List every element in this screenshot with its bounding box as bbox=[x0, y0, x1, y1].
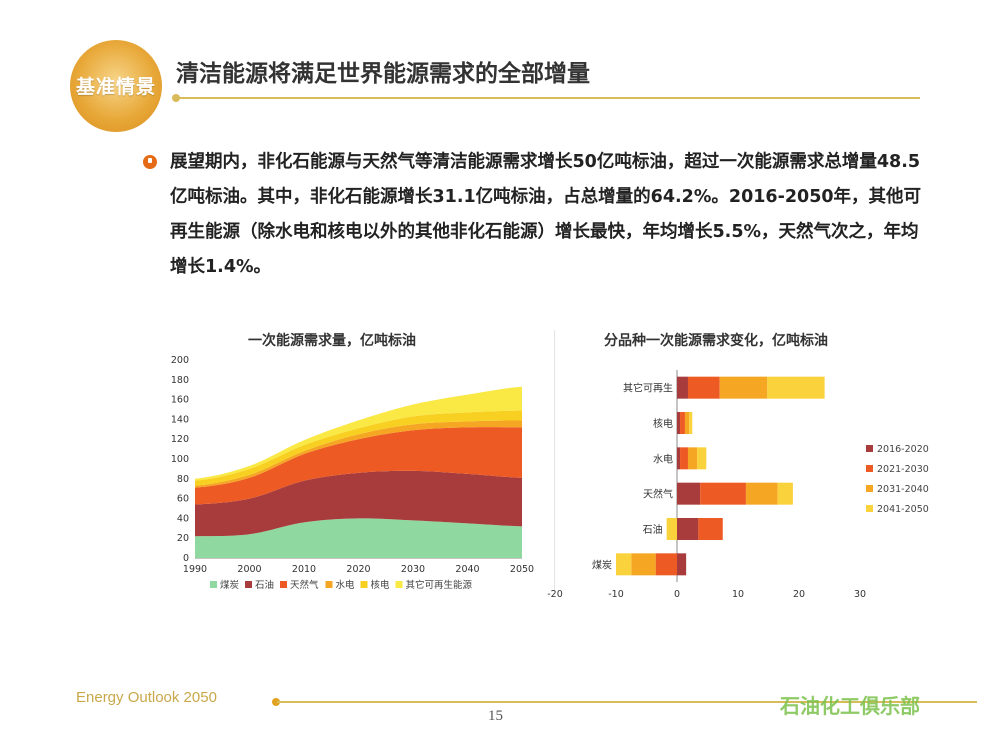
category-label: 石油 bbox=[643, 523, 663, 536]
legend-swatch bbox=[866, 465, 873, 472]
x-tick-label: 2010 bbox=[292, 564, 316, 575]
bar-segment bbox=[666, 518, 677, 540]
bar-segment bbox=[631, 553, 656, 576]
legend-label: 2041-2050 bbox=[877, 504, 929, 515]
bar-segment bbox=[687, 376, 720, 399]
legend-swatch bbox=[280, 581, 287, 588]
legend-label: 天然气 bbox=[290, 579, 319, 591]
report-name: Energy Outlook 2050 bbox=[76, 689, 217, 706]
x-tick-label: 2050 bbox=[510, 564, 534, 575]
bar-segment bbox=[677, 518, 699, 540]
bar-segment bbox=[684, 412, 690, 434]
watermark-text: 石油化工俱乐部 bbox=[780, 694, 920, 718]
category-label: 天然气 bbox=[643, 488, 673, 501]
legend-swatch bbox=[325, 581, 333, 588]
category-label: 其它可再生 bbox=[623, 382, 673, 395]
y-tick-label: 200 bbox=[171, 355, 189, 366]
legend-swatch bbox=[245, 581, 252, 588]
area-series bbox=[195, 518, 522, 558]
category-label: 煤炭 bbox=[592, 558, 612, 571]
body-paragraph: 展望期内，非化石能源与天然气等清洁能源需求增长50亿吨标油，超过一次能源需求总增… bbox=[170, 152, 922, 277]
legend-swatch bbox=[866, 485, 873, 492]
x-tick-label: 1990 bbox=[183, 564, 207, 575]
x-tick-label: 0 bbox=[674, 589, 680, 600]
header-logo: 基准情景 bbox=[70, 40, 162, 132]
page-number: 15 bbox=[488, 708, 503, 724]
legend-label: 核电 bbox=[371, 579, 391, 591]
area-series bbox=[195, 470, 522, 537]
bar-segment bbox=[689, 412, 693, 434]
footer-rule bbox=[277, 701, 977, 703]
title-rule bbox=[176, 97, 920, 99]
bar-segment bbox=[677, 376, 688, 399]
legend-label: 2021-2030 bbox=[877, 464, 929, 475]
legend-label: 石油 bbox=[255, 579, 274, 591]
x-tick-label: 30 bbox=[854, 589, 866, 600]
bar-segment bbox=[677, 447, 681, 470]
bar-segment bbox=[677, 482, 701, 505]
x-tick-label: -20 bbox=[547, 589, 563, 600]
x-tick-label: 2000 bbox=[237, 564, 261, 575]
x-tick-label: 2020 bbox=[346, 564, 370, 575]
x-tick-label: 10 bbox=[732, 589, 744, 600]
legend-swatch bbox=[866, 445, 873, 452]
bar-segment bbox=[687, 447, 698, 470]
bar-segment bbox=[677, 412, 681, 434]
x-tick-label: -10 bbox=[608, 589, 624, 600]
bar-segment bbox=[698, 518, 723, 540]
chart-divider bbox=[554, 330, 555, 590]
y-tick-label: 160 bbox=[171, 395, 189, 406]
y-tick-label: 60 bbox=[177, 494, 189, 505]
bar-segment bbox=[655, 553, 677, 576]
x-tick-label: 2040 bbox=[455, 564, 479, 575]
area-series bbox=[195, 427, 522, 505]
y-tick-label: 100 bbox=[171, 454, 189, 465]
bar-segment bbox=[616, 553, 632, 576]
y-tick-label: 140 bbox=[171, 414, 189, 425]
x-tick-label: 20 bbox=[793, 589, 805, 600]
y-tick-label: 80 bbox=[177, 474, 189, 485]
y-tick-label: 20 bbox=[177, 533, 189, 544]
area-chart-title: 一次能源需求量，亿吨标油 bbox=[248, 333, 416, 349]
bar-segment bbox=[677, 553, 687, 576]
legend-label: 水电 bbox=[336, 579, 356, 591]
bullet-icon bbox=[143, 155, 157, 169]
bar-segment bbox=[680, 412, 685, 434]
bar-segment bbox=[697, 447, 707, 470]
x-tick-label: 2030 bbox=[401, 564, 425, 575]
area-series bbox=[195, 420, 522, 488]
y-tick-label: 0 bbox=[183, 553, 189, 564]
legend-swatch bbox=[395, 581, 403, 588]
legend-swatch bbox=[210, 581, 217, 588]
area-series bbox=[195, 410, 522, 486]
logo-text: 基准情景 bbox=[75, 76, 156, 98]
bar-chart-title: 分品种一次能源需求变化，亿吨标油 bbox=[604, 333, 828, 349]
footer-rule-dot bbox=[272, 698, 280, 706]
bar-segment bbox=[719, 376, 768, 399]
legend-swatch bbox=[360, 581, 368, 588]
legend-label: 2031-2040 bbox=[877, 484, 929, 495]
legend-label: 其它可再生能源 bbox=[406, 579, 473, 591]
category-label: 核电 bbox=[653, 417, 673, 430]
y-tick-label: 40 bbox=[177, 513, 189, 524]
bar-segment bbox=[777, 482, 793, 505]
bar-segment bbox=[745, 482, 778, 505]
category-label: 水电 bbox=[653, 452, 673, 465]
legend-swatch bbox=[866, 505, 873, 512]
y-tick-label: 180 bbox=[171, 375, 189, 386]
y-tick-label: 120 bbox=[171, 434, 189, 445]
bar-segment bbox=[700, 482, 746, 505]
legend-label: 煤炭 bbox=[220, 579, 240, 591]
page-title: 清洁能源将满足世界能源需求的全部增量 bbox=[176, 61, 590, 87]
legend-label: 2016-2020 bbox=[877, 444, 929, 455]
bar-segment bbox=[767, 376, 825, 399]
area-series bbox=[195, 386, 522, 481]
bar-segment bbox=[680, 447, 688, 470]
